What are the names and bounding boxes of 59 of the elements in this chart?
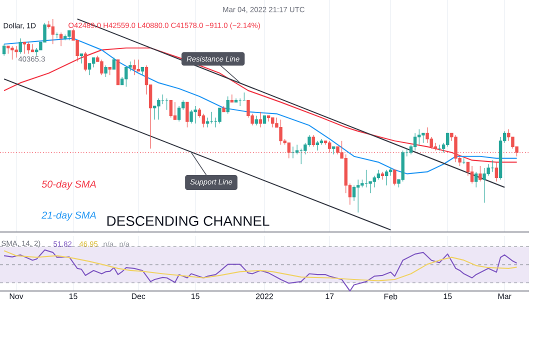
candlestick: [291, 146, 295, 159]
candlestick: [190, 110, 193, 124]
text: DESCENDING CHANNEL: [107, 216, 270, 226]
candlestick: [384, 170, 388, 186]
candlestick: [210, 112, 214, 124]
candlestick: [108, 67, 112, 76]
candlestick: [194, 106, 197, 124]
candlestick: [413, 132, 417, 151]
candlestick: [393, 170, 396, 186]
candlestick: [462, 158, 466, 164]
candlestick: [30, 44, 34, 52]
candlestick: [474, 172, 478, 188]
candlestick: [100, 59, 104, 76]
candlestick: [10, 46, 14, 60]
candlestick: [165, 98, 168, 110]
candlestick: [287, 142, 291, 159]
candlestick: [279, 119, 282, 146]
candlestick: [64, 34, 67, 41]
candlestick: [380, 172, 384, 180]
candlestick: [271, 117, 274, 128]
candlestick: [26, 42, 30, 54]
candlestick: [230, 94, 234, 102]
candlestick: [136, 59, 140, 72]
candlestick: [494, 162, 498, 182]
candlestick: [104, 65, 108, 78]
candlestick: [332, 146, 336, 155]
candlestick: [218, 108, 222, 124]
candlestick: [80, 54, 83, 64]
text: 21-day SMA: [42, 211, 96, 221]
candlestick: [234, 98, 238, 102]
candlestick: [132, 59, 136, 76]
candlestick: [316, 140, 320, 151]
candlestick: [254, 115, 258, 126]
candlestick: [55, 32, 59, 39]
candlestick: [2, 44, 6, 56]
candlestick: [438, 144, 442, 151]
candlestick: [59, 32, 63, 46]
candlestick: [68, 30, 71, 41]
text: 50-day SMA: [42, 180, 96, 190]
candlestick: [22, 42, 26, 54]
candlestick: [18, 38, 22, 54]
candlestick: [173, 102, 177, 120]
candlestick: [238, 98, 242, 106]
candlestick: [470, 166, 474, 184]
candlestick: [51, 18, 55, 44]
candlestick: [222, 106, 226, 112]
candlestick: [157, 98, 160, 120]
candlestick: [186, 102, 189, 128]
candlestick: [258, 112, 262, 128]
candlestick: [422, 132, 425, 144]
candlestick: [490, 160, 494, 172]
candlestick: [312, 134, 315, 147]
candlestick: [478, 166, 482, 182]
candlestick: [140, 67, 144, 76]
candlestick: [328, 140, 332, 153]
candlestick: [482, 168, 486, 204]
candlestick: [356, 179, 360, 213]
candlestick: [14, 46, 18, 58]
candlestick: [454, 134, 458, 162]
